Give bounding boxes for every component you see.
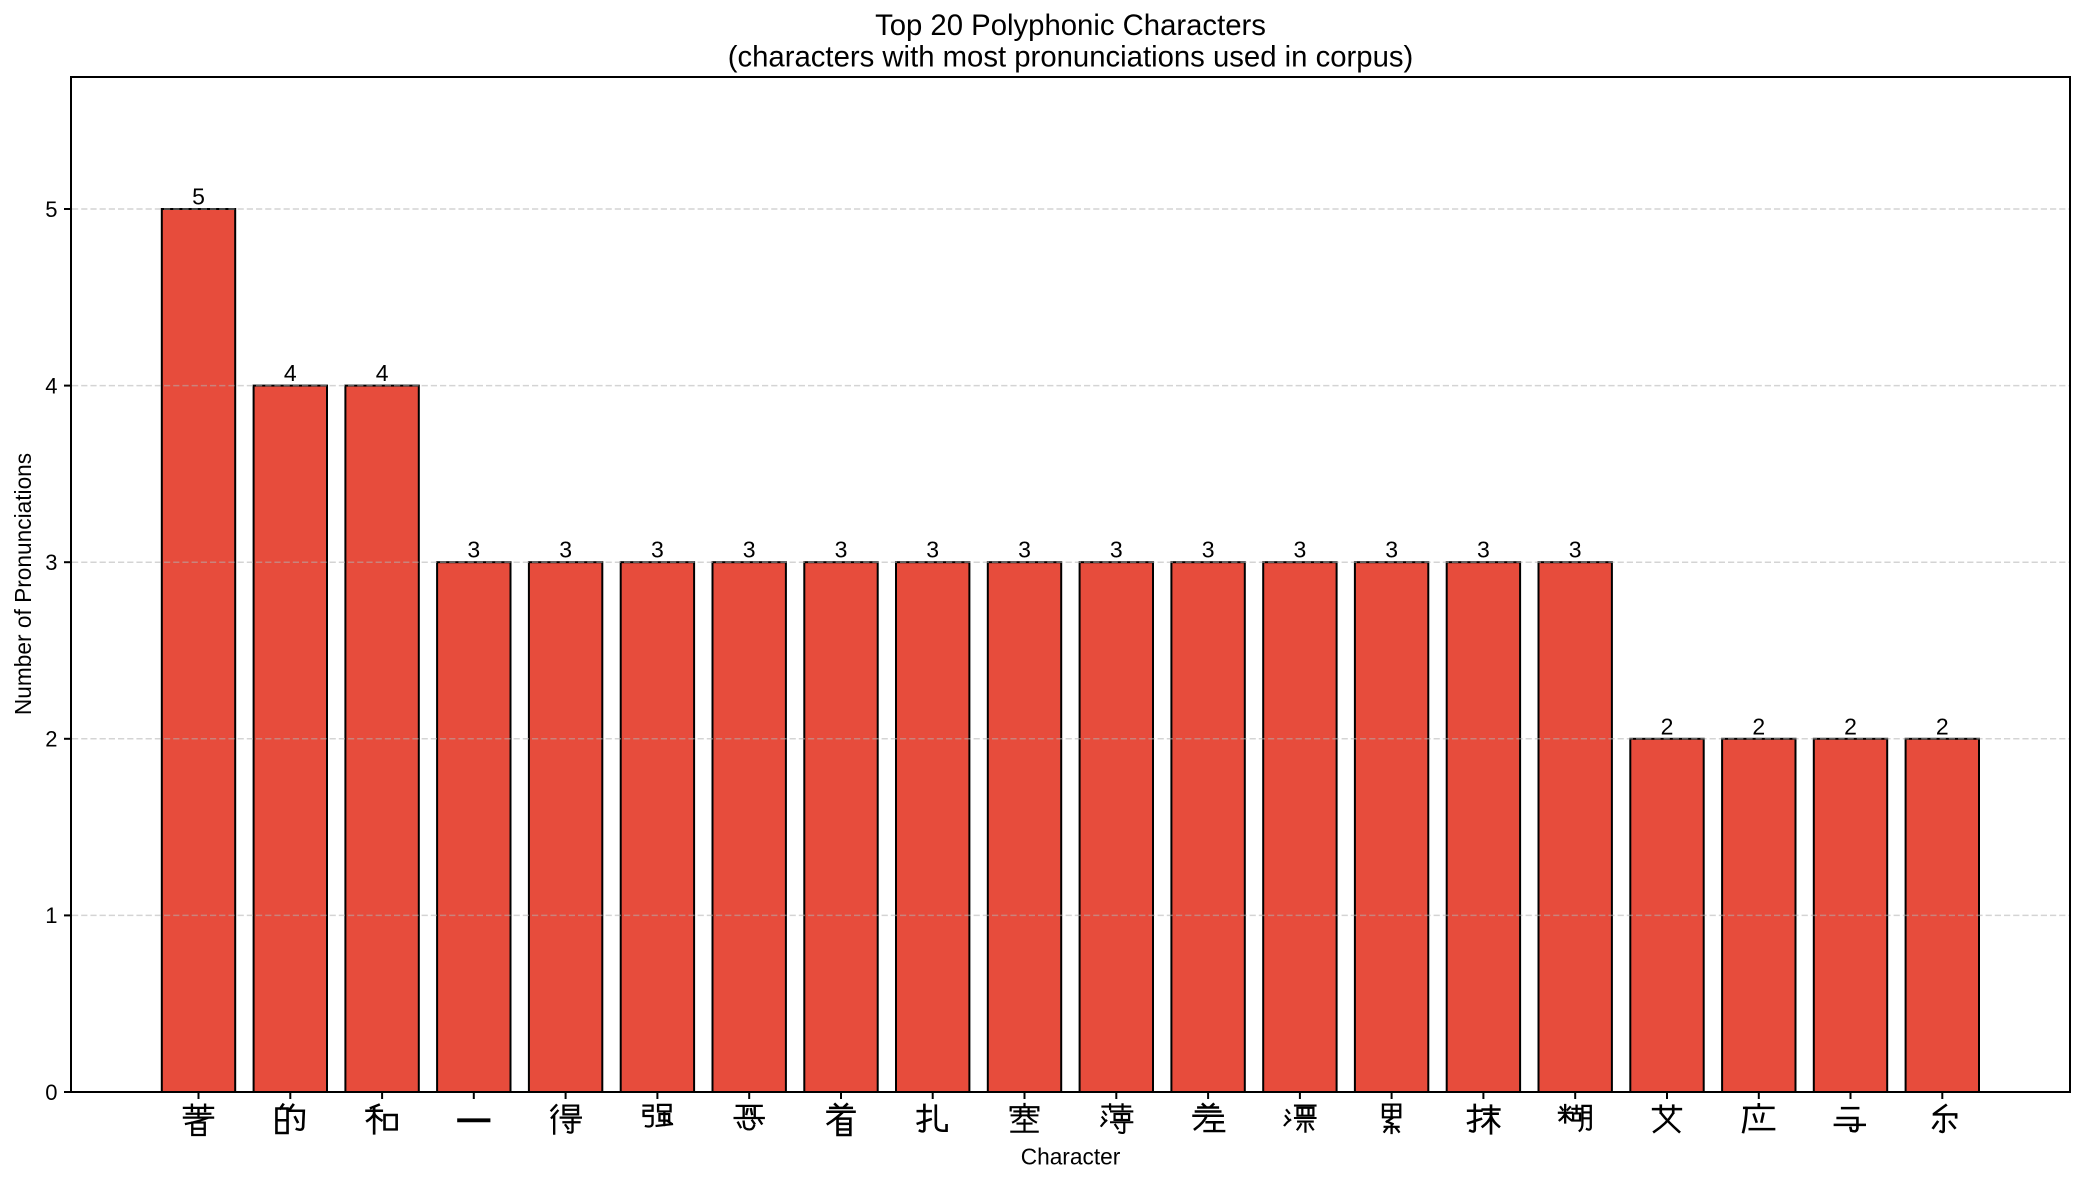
svg-text:3: 3 bbox=[45, 550, 57, 575]
svg-text:2: 2 bbox=[45, 727, 57, 752]
svg-text:3: 3 bbox=[1294, 537, 1307, 563]
svg-text:3: 3 bbox=[743, 537, 756, 563]
svg-text:3: 3 bbox=[835, 537, 848, 563]
svg-text:Character: Character bbox=[1021, 1144, 1121, 1170]
svg-text:2: 2 bbox=[1936, 713, 1949, 739]
svg-text:4: 4 bbox=[45, 373, 57, 398]
svg-text:2: 2 bbox=[1844, 713, 1857, 739]
svg-text:5: 5 bbox=[192, 184, 205, 210]
svg-text:3: 3 bbox=[1385, 537, 1398, 563]
svg-text:2: 2 bbox=[1752, 713, 1765, 739]
svg-text:3: 3 bbox=[1018, 537, 1031, 563]
svg-text:4: 4 bbox=[284, 360, 297, 386]
svg-text:Top 20 Polyphonic Characters: Top 20 Polyphonic Characters bbox=[875, 9, 1266, 42]
svg-text:3: 3 bbox=[1477, 537, 1490, 563]
svg-text:5: 5 bbox=[45, 197, 57, 222]
svg-text:1: 1 bbox=[45, 903, 57, 928]
svg-text:3: 3 bbox=[926, 537, 939, 563]
svg-text:0: 0 bbox=[45, 1080, 57, 1105]
svg-text:Number of Pronunciations: Number of Pronunciations bbox=[10, 453, 36, 715]
svg-text:(characters with most pronunci: (characters with most pronunciations use… bbox=[728, 41, 1414, 74]
svg-text:3: 3 bbox=[1110, 537, 1123, 563]
svg-text:2: 2 bbox=[1661, 713, 1674, 739]
svg-text:3: 3 bbox=[1569, 537, 1582, 563]
svg-text:3: 3 bbox=[1202, 537, 1215, 563]
svg-text:3: 3 bbox=[467, 537, 480, 563]
svg-text:3: 3 bbox=[559, 537, 572, 563]
svg-text:4: 4 bbox=[376, 360, 389, 386]
svg-text:3: 3 bbox=[651, 537, 664, 563]
